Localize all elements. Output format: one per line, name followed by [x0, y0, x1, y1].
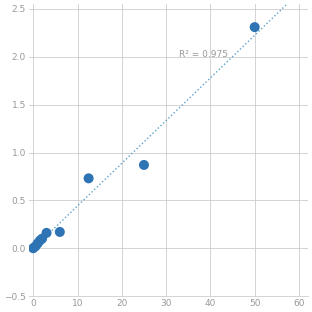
Point — [86, 176, 91, 181]
Point — [57, 229, 62, 234]
Point — [44, 230, 49, 235]
Point — [252, 25, 257, 30]
Point — [40, 236, 45, 241]
Point — [35, 241, 40, 246]
Text: R² = 0.975: R² = 0.975 — [179, 50, 228, 59]
Point — [31, 246, 36, 251]
Point — [141, 163, 146, 168]
Point — [33, 244, 38, 249]
Point — [37, 238, 42, 243]
